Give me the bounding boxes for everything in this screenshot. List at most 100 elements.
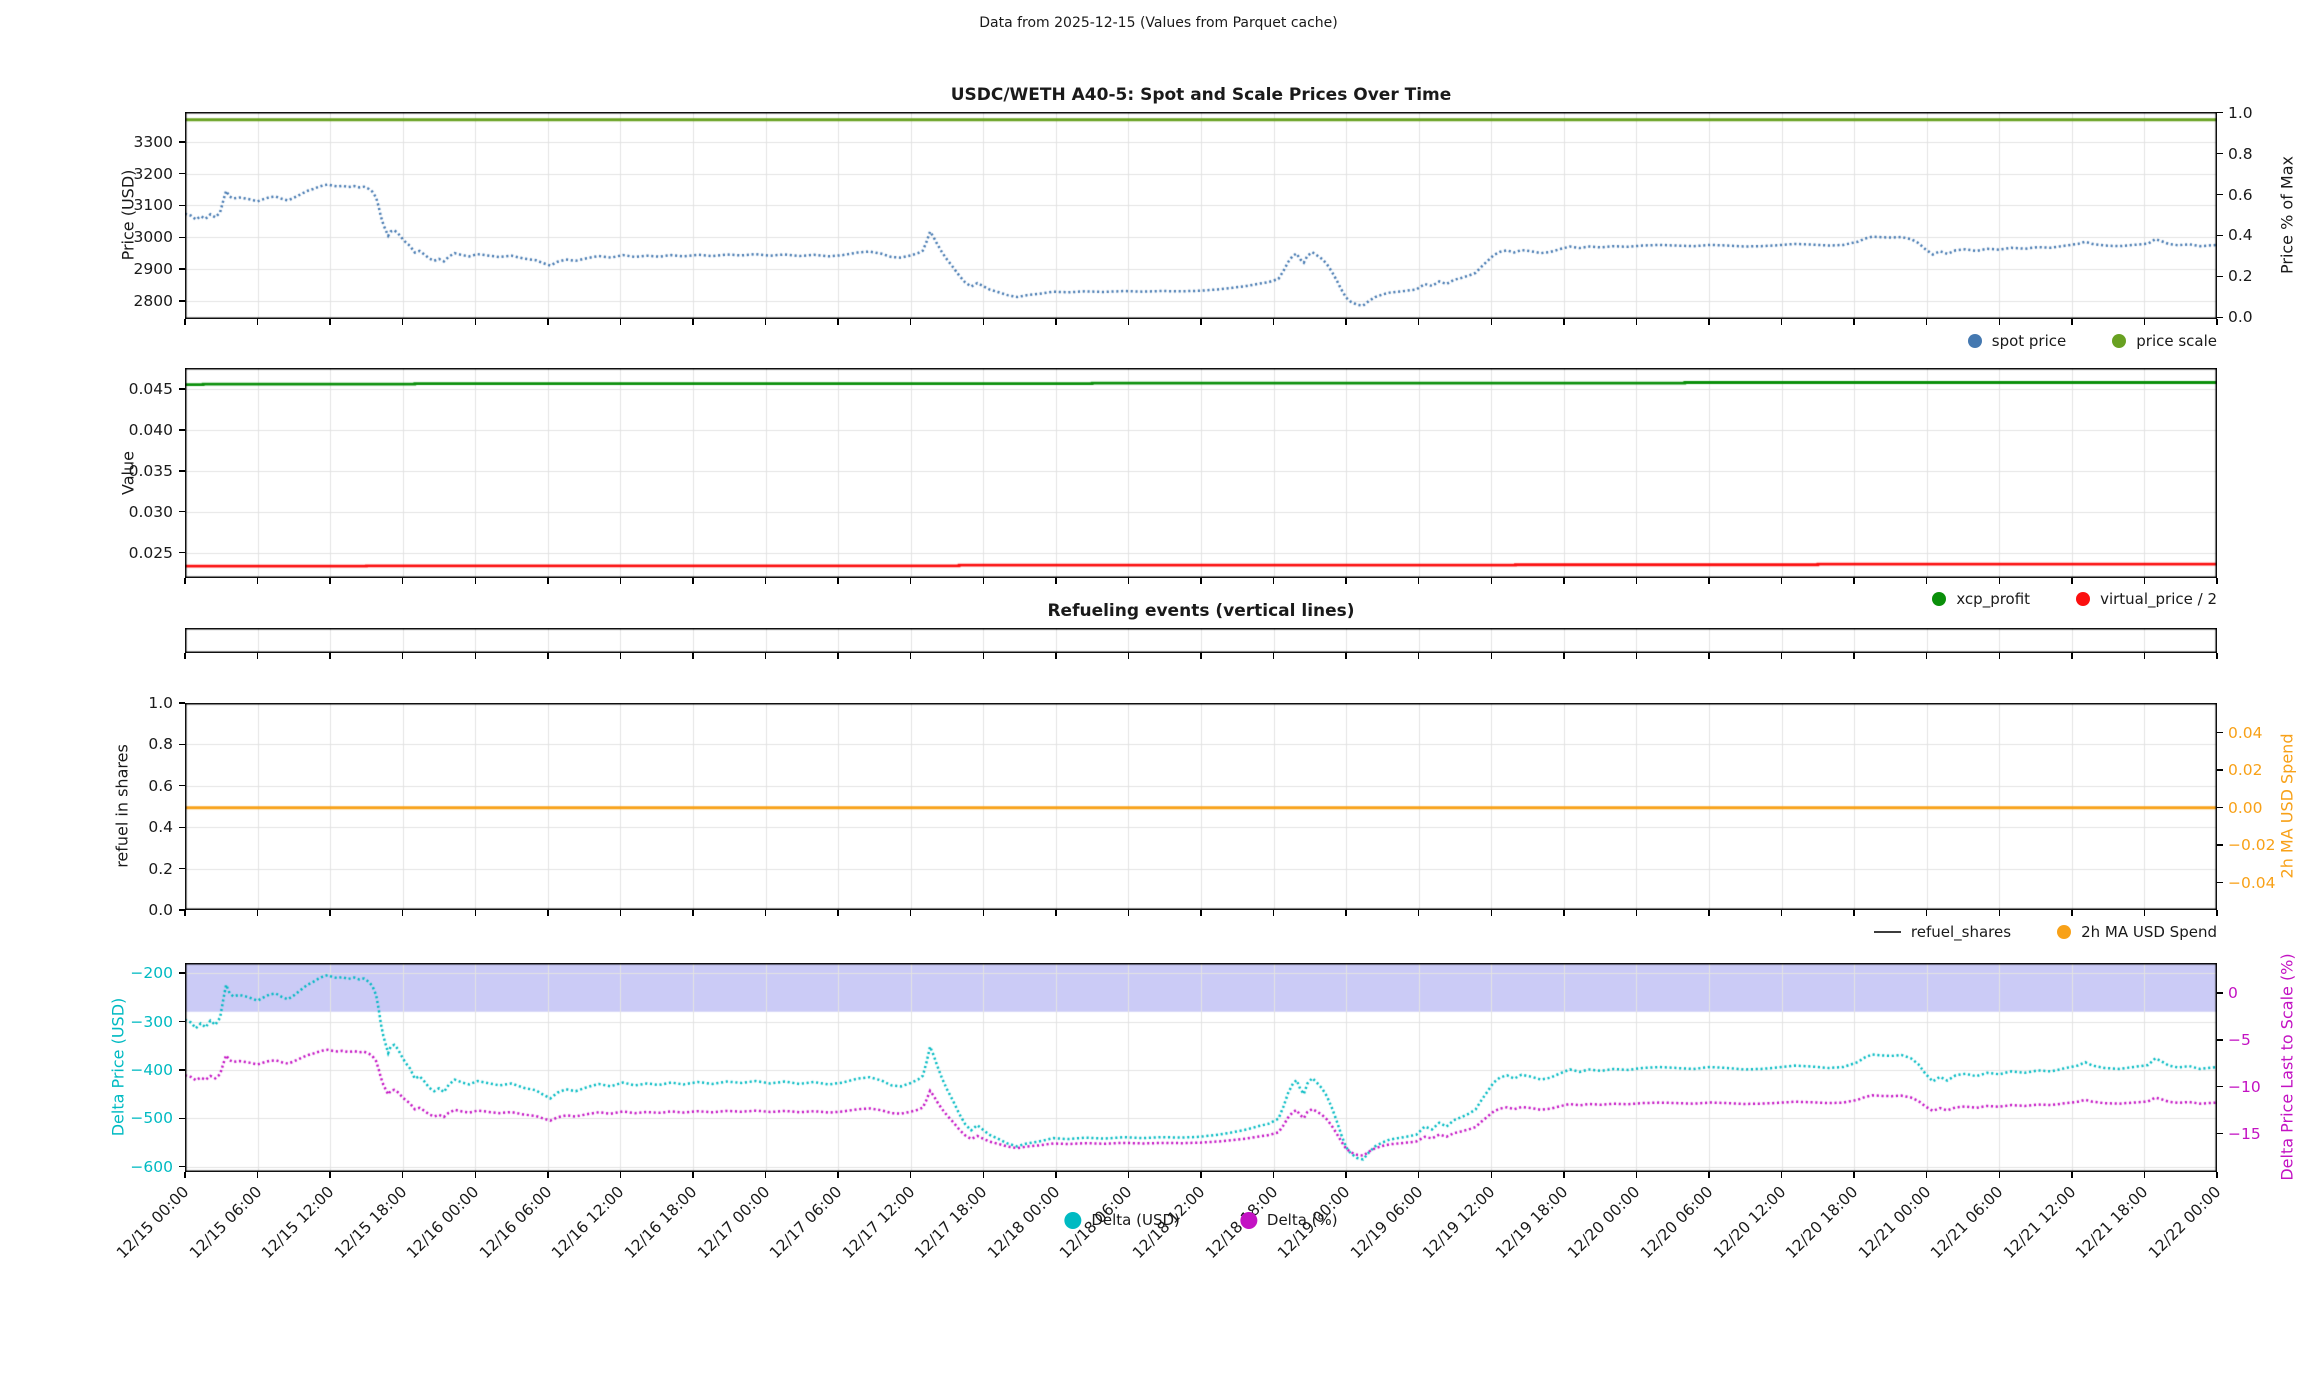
x-tick-mark — [982, 910, 984, 916]
legend-item-delta-pct: Delta (%) — [1239, 1211, 1338, 1229]
x-tick-mark — [1853, 910, 1855, 916]
x-tick-mark — [1418, 319, 1420, 325]
y-tick-mark — [179, 300, 185, 302]
x-tick-mark — [619, 653, 622, 659]
y-tick-label-right: 0.6 — [2228, 185, 2253, 204]
x-tick-mark — [1926, 578, 1928, 584]
x-tick-mark — [1272, 1172, 1275, 1178]
virtual-price-legend-marker — [2076, 592, 2091, 606]
x-tick-mark — [837, 1172, 839, 1178]
x-tick-mark — [2143, 653, 2146, 659]
x-tick-mark — [2071, 578, 2073, 584]
x-tick-mark — [1708, 1172, 1710, 1178]
x-tick-mark — [329, 319, 331, 325]
x-tick-mark — [982, 653, 984, 659]
x-tick-mark — [1055, 578, 1057, 584]
x-tick-mark — [2143, 319, 2146, 325]
y-tick-label-right: 0.00 — [2228, 798, 2263, 817]
x-tick-mark — [1200, 578, 1202, 584]
price-usd-axis-label: Price (USD) — [118, 169, 138, 261]
xcp-profit-legend-marker — [1932, 592, 1947, 606]
x-tick-mark — [1563, 1172, 1565, 1178]
delta-price-plot: −200 −300 −400 −500 −600 0 −5 −10 −15 12/15 00:00… — [113, 963, 2261, 1262]
x-tick-mark — [692, 1172, 694, 1178]
x-tick-mark — [474, 319, 476, 325]
x-tick-mark — [910, 653, 912, 659]
y-tick-label: 1.0 — [148, 694, 173, 712]
price-scale-legend-label: price scale — [2136, 332, 2217, 350]
y-tick-label: 0.6 — [148, 776, 173, 795]
x-tick-mark — [910, 578, 912, 584]
x-tick-mark — [1200, 1172, 1202, 1178]
x-tick-mark — [1708, 653, 1710, 659]
x-tick-mark — [1635, 319, 1638, 325]
y-tick-label: 0.045 — [128, 380, 173, 399]
y-tick-mark — [179, 470, 185, 472]
y-tick-label: 2800 — [133, 291, 173, 310]
x-tick-mark — [1418, 910, 1420, 916]
x-tick-mark — [1055, 653, 1057, 659]
x-tick-mark — [474, 578, 476, 584]
x-tick-mark — [1853, 1172, 1855, 1178]
y-tick-label-right: −15 — [2228, 1124, 2261, 1143]
delta-price-usd-axis-label: Delta Price (USD) — [108, 997, 128, 1137]
x-tick-mark — [2216, 1172, 2218, 1178]
refuel-shares-legend-line — [1873, 930, 1901, 934]
x-tick-mark — [1998, 319, 2000, 325]
spot-scale-canvas — [185, 112, 2217, 319]
x-tick-mark — [474, 653, 476, 659]
refueling-events-plot — [184, 628, 2218, 659]
x-tick-mark — [547, 319, 549, 325]
y-tick-mark — [179, 743, 185, 746]
y-tick-mark-right — [2217, 111, 2223, 114]
x-tick-mark — [1998, 1172, 2000, 1178]
x-tick-mark — [2071, 653, 2073, 659]
x-tick-mark — [1127, 578, 1130, 584]
y-tick-label: −300 — [130, 1012, 173, 1031]
x-tick-mark — [837, 578, 839, 584]
price-scale-legend-marker — [2112, 334, 2127, 348]
y-tick-mark — [179, 141, 185, 143]
y-tick-label: 3300 — [133, 132, 173, 151]
y-tick-mark — [179, 972, 185, 974]
x-tick-mark — [329, 653, 331, 659]
y-tick-mark — [179, 826, 185, 828]
legend-item-delta-usd: Delta (USD) — [1064, 1211, 1180, 1229]
virtual-price-legend-label: virtual_price / 2 — [2100, 590, 2217, 608]
x-tick-mark — [619, 1172, 622, 1178]
y-tick-label-right: 0.0 — [2228, 308, 2253, 327]
y-tick-label: 0.2 — [148, 859, 173, 878]
spot-price-legend-marker — [1967, 334, 1982, 348]
x-tick-mark — [1926, 653, 1928, 659]
x-tick-mark — [474, 1172, 476, 1178]
x-tick-mark — [256, 319, 259, 325]
x-tick-mark — [692, 578, 694, 584]
legend-spot-scale: spot price price scale — [1967, 332, 2217, 350]
x-tick-mark — [1635, 910, 1638, 916]
legend-item-ma-usd-spend: 2h MA USD Spend — [2057, 923, 2217, 941]
y-tick-mark-right — [2217, 881, 2223, 884]
y-tick-label: 3200 — [133, 164, 173, 183]
y-tick-mark-right — [2217, 1086, 2223, 1088]
x-tick-mark — [1926, 910, 1928, 916]
x-tick-mark — [837, 319, 839, 325]
y-tick-mark-right — [2217, 275, 2223, 278]
x-tick-mark — [184, 1172, 186, 1178]
value-axis-label: Value — [118, 451, 138, 495]
refuel-shares-legend-label: refuel_shares — [1910, 923, 2012, 941]
y-tick-label-right: 0.02 — [2228, 761, 2263, 780]
x-tick-mark — [256, 910, 259, 916]
y-tick-label: −500 — [130, 1109, 173, 1128]
delta-price-canvas — [185, 963, 2217, 1172]
y-tick-mark-right — [2217, 234, 2223, 237]
y-tick-mark — [179, 172, 185, 175]
x-tick-mark — [1563, 578, 1565, 584]
x-tick-mark — [1635, 578, 1638, 584]
x-tick-mark — [1200, 653, 1202, 659]
y-tick-label-right: −10 — [2228, 1077, 2261, 1096]
x-tick-mark — [2216, 910, 2218, 916]
y-tick-mark — [179, 204, 185, 207]
figure-suptitle: Data from 2025-12-15 (Values from Parque… — [979, 15, 1338, 31]
x-tick-mark — [1780, 319, 1783, 325]
y-tick-label: 0.040 — [128, 420, 173, 439]
